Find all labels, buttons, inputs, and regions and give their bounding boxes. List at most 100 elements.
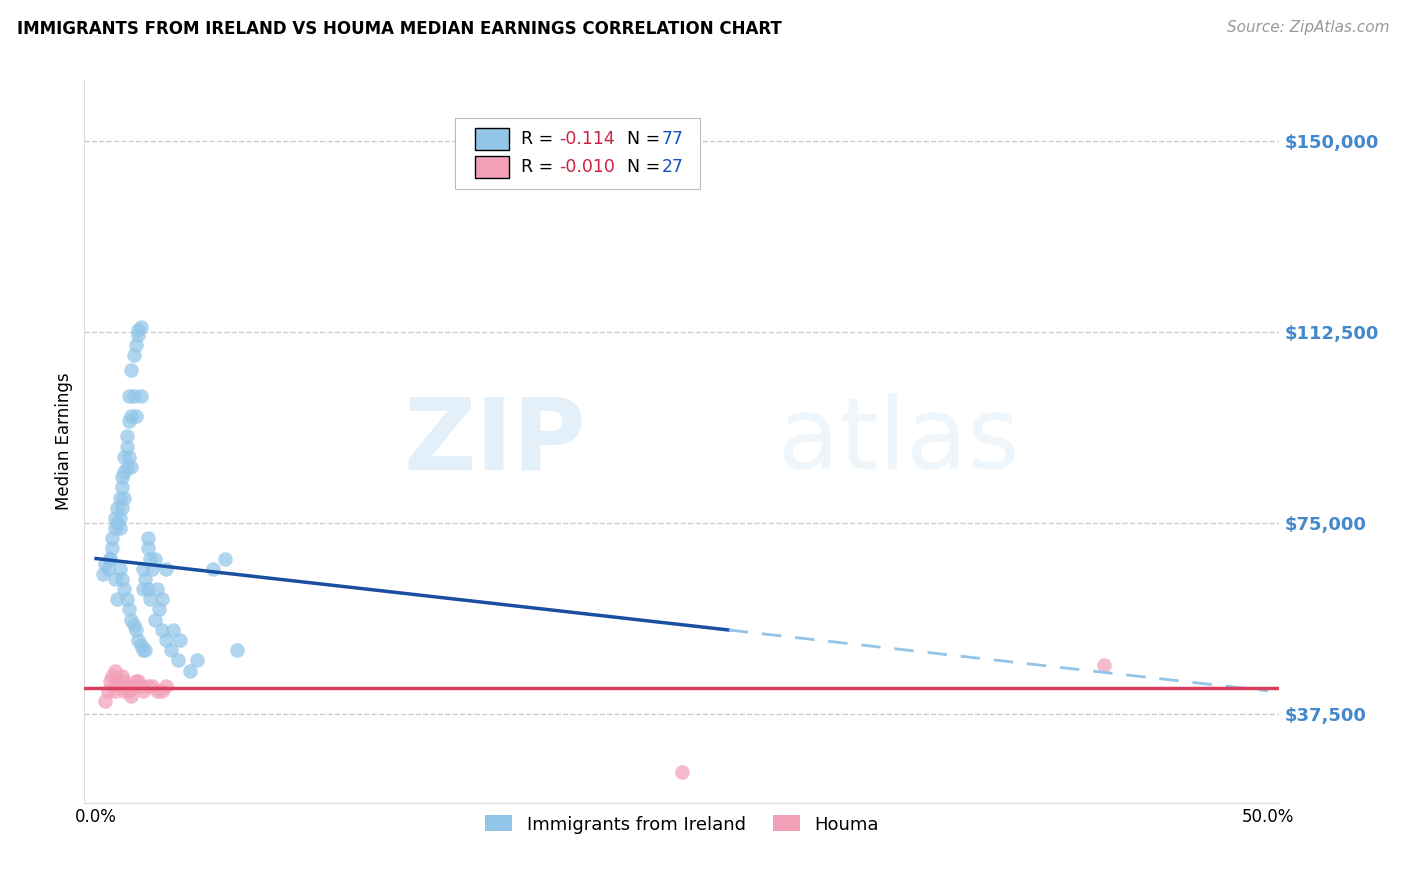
Point <box>127 327 149 342</box>
Point <box>97 684 120 698</box>
Point <box>115 679 138 693</box>
Point <box>104 664 127 678</box>
Point <box>118 684 141 698</box>
Point <box>104 572 127 586</box>
Point <box>112 491 135 505</box>
Point <box>98 551 121 566</box>
Point <box>112 450 135 464</box>
Text: -0.114: -0.114 <box>558 130 614 148</box>
Point <box>148 602 170 616</box>
Point <box>134 572 156 586</box>
Point <box>132 643 155 657</box>
Point <box>143 551 166 566</box>
FancyBboxPatch shape <box>456 118 700 189</box>
Text: 27: 27 <box>662 158 683 177</box>
Text: atlas: atlas <box>778 393 1019 490</box>
Point <box>132 582 155 596</box>
Text: ZIP: ZIP <box>404 393 586 490</box>
Point <box>139 592 162 607</box>
Point <box>179 664 201 678</box>
Point <box>94 557 117 571</box>
Point <box>105 673 128 688</box>
Point <box>122 679 145 693</box>
Text: R =: R = <box>520 158 558 177</box>
Point <box>108 562 131 576</box>
Point <box>136 582 159 596</box>
Point <box>101 541 124 556</box>
Point <box>112 684 135 698</box>
Point <box>91 566 114 581</box>
Text: IMMIGRANTS FROM IRELAND VS HOUMA MEDIAN EARNINGS CORRELATION CHART: IMMIGRANTS FROM IRELAND VS HOUMA MEDIAN … <box>17 20 782 37</box>
Point <box>98 673 121 688</box>
Point <box>115 429 138 443</box>
Point <box>129 638 152 652</box>
Point <box>146 582 169 596</box>
Text: 77: 77 <box>662 130 683 148</box>
Legend: Immigrants from Ireland, Houma: Immigrants from Ireland, Houma <box>478 808 886 841</box>
Point <box>118 602 141 616</box>
Point <box>111 679 134 693</box>
Point <box>118 414 141 428</box>
Point <box>160 643 183 657</box>
Point <box>120 460 142 475</box>
Point <box>186 653 208 667</box>
Point <box>104 684 127 698</box>
Point <box>202 562 225 576</box>
Point <box>105 500 128 515</box>
Point <box>112 465 135 479</box>
Point <box>115 592 138 607</box>
Point <box>122 348 145 362</box>
Point <box>112 673 135 688</box>
Point <box>108 679 131 693</box>
Point <box>105 592 128 607</box>
Point <box>97 562 120 576</box>
Point <box>112 582 135 596</box>
Point <box>225 643 247 657</box>
Text: Source: ZipAtlas.com: Source: ZipAtlas.com <box>1226 20 1389 35</box>
Point <box>98 551 121 566</box>
Point <box>120 409 142 423</box>
Point <box>150 623 173 637</box>
Text: N =: N = <box>616 130 666 148</box>
Point <box>150 592 173 607</box>
Text: -0.010: -0.010 <box>558 158 614 177</box>
Point <box>111 668 134 682</box>
Point <box>125 623 148 637</box>
Point <box>169 632 191 647</box>
Point <box>127 323 149 337</box>
Point <box>111 572 134 586</box>
Point <box>143 613 166 627</box>
Point <box>118 450 141 464</box>
Point <box>111 500 134 515</box>
Point <box>132 684 155 698</box>
Point <box>155 562 177 576</box>
Point <box>105 516 128 530</box>
Point <box>129 389 152 403</box>
Point <box>125 409 148 423</box>
Point <box>141 562 163 576</box>
Text: N =: N = <box>616 158 666 177</box>
Point <box>671 765 693 780</box>
Point <box>134 643 156 657</box>
Point <box>167 653 190 667</box>
Point <box>120 689 142 703</box>
FancyBboxPatch shape <box>475 128 509 150</box>
Point <box>115 440 138 454</box>
Point <box>129 679 152 693</box>
Point <box>139 551 162 566</box>
Point <box>129 320 152 334</box>
Point <box>104 511 127 525</box>
Point <box>136 531 159 545</box>
Y-axis label: Median Earnings: Median Earnings <box>55 373 73 510</box>
Point <box>108 521 131 535</box>
Point <box>122 617 145 632</box>
Point <box>214 551 236 566</box>
Point <box>108 491 131 505</box>
Point <box>127 673 149 688</box>
Text: R =: R = <box>520 130 558 148</box>
Point <box>141 679 163 693</box>
Point <box>125 673 148 688</box>
Point <box>125 338 148 352</box>
Point <box>101 668 124 682</box>
Point <box>132 562 155 576</box>
